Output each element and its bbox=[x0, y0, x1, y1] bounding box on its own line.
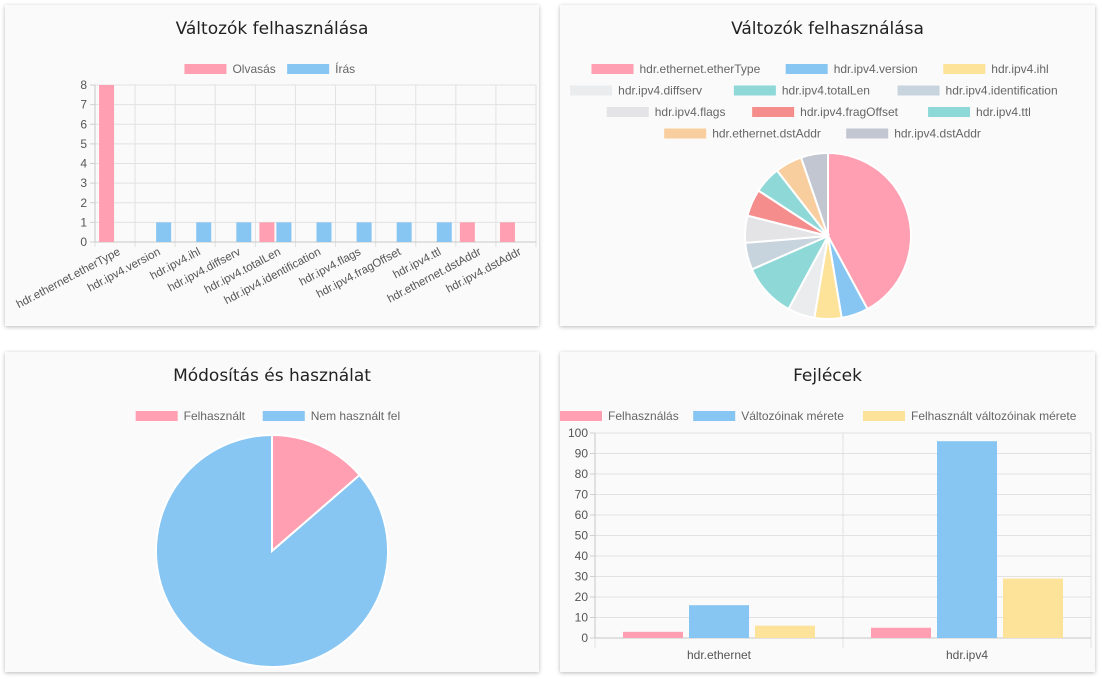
y-tick-label: 2 bbox=[80, 196, 87, 210]
legend-label: hdr.ipv4.version bbox=[834, 62, 918, 76]
bar bbox=[316, 222, 332, 242]
legend-swatch bbox=[664, 128, 707, 139]
y-tick-label: 0 bbox=[581, 631, 588, 645]
chart-card-modification-usage: Módosítás és használat Felhasznált Nem ha… bbox=[5, 352, 539, 672]
legend-swatch bbox=[733, 85, 776, 96]
legend-swatch bbox=[928, 107, 971, 117]
x-tick-label: hdr.ipv4 bbox=[946, 648, 988, 662]
bar bbox=[396, 222, 412, 242]
y-tick-label: 3 bbox=[80, 176, 87, 190]
y-tick-label: 6 bbox=[80, 117, 87, 131]
chart-card-variable-usage-bar: Változók felhasználása Olvasás Írás 0 1 2 3 4 5… bbox=[5, 5, 539, 326]
bar bbox=[871, 627, 931, 638]
legend-swatch bbox=[785, 64, 828, 74]
bar-chart: Felhasználás Változóinak mérete Felhasznál… bbox=[560, 409, 1092, 662]
y-tick-label: 60 bbox=[575, 508, 589, 522]
legend-label: hdr.ipv4.ihl bbox=[991, 62, 1048, 76]
chart-title: Fejlécek bbox=[793, 366, 862, 386]
legend-swatch bbox=[863, 411, 905, 421]
chart-card-headers: Fejlécek Felhasználás Változóinak mérete F… bbox=[560, 352, 1095, 672]
bar bbox=[236, 222, 252, 242]
legend-label: hdr.ethernet.dstAddr bbox=[712, 127, 821, 141]
chart-title: Módosítás és használat bbox=[173, 366, 371, 386]
bar bbox=[276, 222, 292, 242]
legend-label: Változóinak mérete bbox=[741, 409, 844, 423]
bar bbox=[156, 222, 172, 242]
bar bbox=[99, 85, 115, 242]
legend-label: hdr.ipv4.fragOffset bbox=[800, 105, 899, 119]
legend-label: hdr.ipv4.ttl bbox=[976, 105, 1031, 119]
legend-label: hdr.ipv4.diffserv bbox=[618, 84, 702, 98]
y-tick-label: 5 bbox=[80, 137, 87, 151]
bar bbox=[196, 222, 212, 242]
bar bbox=[356, 222, 372, 242]
legend-label: Felhasznált változóinak mérete bbox=[911, 409, 1077, 423]
legend-label: Írás bbox=[335, 61, 355, 76]
y-tick-label: 90 bbox=[575, 447, 589, 461]
legend-label: Felhasznált bbox=[184, 409, 246, 423]
bar bbox=[1003, 578, 1063, 638]
legend-label: Nem használt fel bbox=[311, 409, 400, 423]
legend-label: Olvasás bbox=[232, 62, 275, 76]
legend-swatch bbox=[135, 411, 178, 421]
y-tick-label: 70 bbox=[575, 488, 589, 502]
x-tick-label: hdr.ethernet bbox=[687, 648, 752, 662]
legend-swatch bbox=[262, 411, 305, 421]
y-tick-label: 8 bbox=[80, 78, 87, 92]
pie-slice bbox=[271, 433, 362, 554]
legend-swatch bbox=[606, 107, 649, 117]
legend-swatch bbox=[591, 64, 634, 74]
y-tick-label: 10 bbox=[575, 611, 589, 625]
legend-label: Felhasználás bbox=[608, 409, 679, 423]
y-tick-label: 1 bbox=[80, 215, 87, 229]
pie-slice bbox=[155, 433, 389, 668]
legend-label: hdr.ipv4.totalLen bbox=[782, 84, 870, 98]
bar bbox=[459, 222, 475, 242]
bar bbox=[755, 625, 815, 638]
legend-label: hdr.ethernet.etherType bbox=[640, 62, 761, 76]
bar-chart: Olvasás Írás012345678hdr.ethernet.etherTy… bbox=[15, 61, 537, 311]
bar bbox=[259, 222, 275, 242]
legend-swatch bbox=[846, 128, 889, 139]
bar bbox=[937, 441, 997, 638]
legend-label: hdr.ipv4.dstAddr bbox=[894, 127, 981, 141]
chart-title: Változók felhasználása bbox=[175, 19, 369, 39]
legend-swatch bbox=[560, 411, 602, 421]
y-tick-label: 100 bbox=[568, 426, 588, 440]
bar bbox=[623, 631, 683, 638]
pie-chart: Felhasznált Nem használt fel bbox=[135, 409, 400, 668]
legend-swatch bbox=[943, 64, 986, 74]
legend-swatch bbox=[184, 64, 227, 74]
y-tick-label: 0 bbox=[80, 235, 87, 249]
legend-swatch bbox=[570, 85, 613, 96]
pie-slice bbox=[827, 151, 912, 311]
bar bbox=[499, 222, 515, 242]
pie-chart: hdr.ethernet.etherType hdr.ipv4.version hd… bbox=[570, 62, 1058, 320]
bar bbox=[436, 222, 452, 242]
y-tick-label: 40 bbox=[575, 549, 589, 563]
chart-card-variable-usage-pie: Változók felhasználása hdr.ethernet.ethe… bbox=[560, 5, 1095, 326]
y-tick-label: 7 bbox=[80, 98, 87, 112]
legend-label: hdr.ipv4.flags bbox=[655, 105, 726, 119]
chart-title: Változók felhasználása bbox=[731, 19, 924, 39]
legend-swatch bbox=[693, 411, 736, 421]
bar bbox=[689, 605, 749, 638]
y-tick-label: 30 bbox=[575, 570, 589, 584]
legend-swatch bbox=[287, 64, 330, 74]
legend-label: hdr.ipv4.identification bbox=[946, 84, 1058, 98]
y-tick-label: 50 bbox=[575, 529, 589, 543]
legend-swatch bbox=[752, 107, 795, 117]
y-tick-label: 4 bbox=[80, 157, 87, 171]
legend-swatch bbox=[897, 85, 940, 96]
y-tick-label: 20 bbox=[575, 590, 589, 604]
pie-slice bbox=[799, 151, 829, 237]
y-tick-label: 80 bbox=[575, 467, 589, 481]
